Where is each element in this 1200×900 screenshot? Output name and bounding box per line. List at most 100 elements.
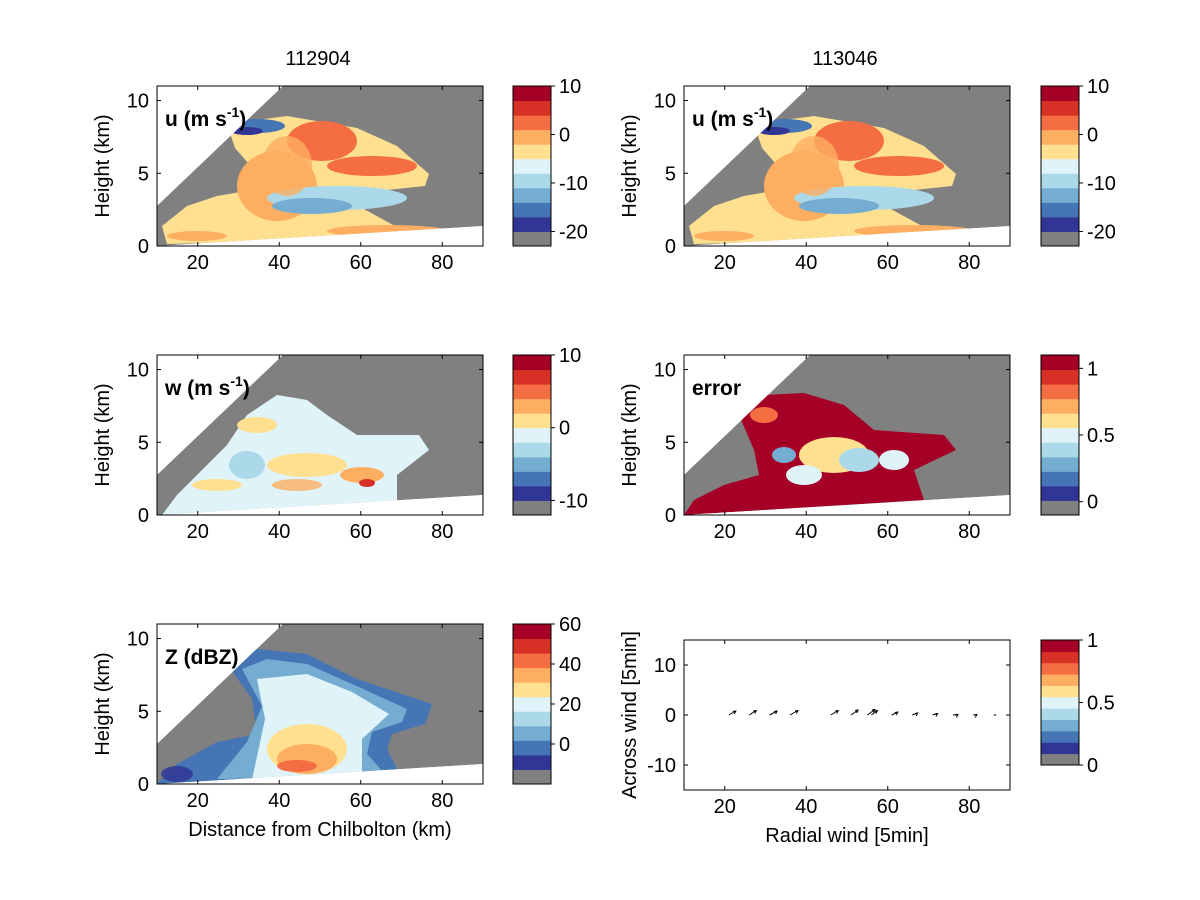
x-tick-label: 20 xyxy=(714,252,736,274)
y-tick-label: 10 xyxy=(127,629,149,651)
y-tick-label: 10 xyxy=(127,360,149,382)
x-tick-label: 80 xyxy=(958,521,980,543)
colorbar-frame xyxy=(512,85,552,247)
wind-vector-head xyxy=(954,713,959,718)
wind-vector xyxy=(850,709,859,716)
u1-panel-label: u (m s-1) xyxy=(165,104,246,131)
w-panel-label: w (m s-1) xyxy=(164,373,250,400)
plot-frame xyxy=(683,354,1011,516)
y-tick-label: 5 xyxy=(665,432,676,454)
colorbar-band xyxy=(1041,413,1079,429)
w-axes: 20 40 60 80 0 5 10 Height (km) xyxy=(92,354,484,543)
colorbar-band xyxy=(1041,216,1079,232)
field-patch xyxy=(789,136,839,196)
colorbar-band xyxy=(1041,651,1079,664)
field-patch xyxy=(799,198,879,214)
colorbar-band xyxy=(1041,369,1079,385)
wind-vector-head xyxy=(773,710,778,715)
w-field: w (m s-1) xyxy=(157,355,483,515)
column-title-right: 113046 xyxy=(812,48,877,70)
colorbar-tick-label: 60 xyxy=(559,614,581,636)
colorbar-band xyxy=(513,485,551,501)
colorbar-missing xyxy=(1041,231,1079,246)
y-tick-label: 0 xyxy=(665,505,676,527)
colorbar-tick-label: -10 xyxy=(559,490,588,512)
err-axes: 20 40 60 80 0 5 10 Height (km) xyxy=(619,354,1011,543)
wind-vector-head xyxy=(894,711,899,716)
y-tick-label: 0 xyxy=(138,505,149,527)
colorbar-tick-label: 0 xyxy=(559,734,570,756)
u2-panel-label: u (m s-1) xyxy=(692,104,773,131)
colorbar-missing xyxy=(513,769,551,784)
colorbar-band xyxy=(513,471,551,487)
colorbar-tick-label: 10 xyxy=(559,76,581,98)
colorbar-tick-label: -20 xyxy=(1087,221,1116,243)
colorbar-tick-label: 10 xyxy=(1087,76,1109,98)
colorbar-band xyxy=(513,369,551,385)
colorbar-band xyxy=(1041,742,1079,755)
field-patch xyxy=(758,127,790,135)
colorbar-band xyxy=(1041,708,1079,721)
colorbar-tick-label: 0.5 xyxy=(1087,693,1115,715)
colorbar-band xyxy=(513,427,551,443)
colorbar-tick-label: 0 xyxy=(1087,755,1098,777)
u1-colorbar: 10 0 -10 -20 xyxy=(512,76,588,247)
y-tick-label: 0 xyxy=(665,236,676,258)
wind-vector-head xyxy=(835,709,840,714)
below-horizon xyxy=(684,495,1010,515)
plot-frame xyxy=(683,85,1011,247)
w-colorbar: 10 0 -10 xyxy=(512,345,588,516)
colorbar-band xyxy=(1041,442,1079,458)
x-tick-label: 60 xyxy=(877,796,899,818)
below-horizon xyxy=(157,495,483,515)
q-background xyxy=(684,640,1010,790)
err-field: error xyxy=(684,355,1010,515)
colorbar-band xyxy=(513,413,551,429)
plot-frame xyxy=(156,354,484,516)
colorbar-band xyxy=(1041,202,1079,218)
err-panel-label: error xyxy=(692,377,741,400)
colorbar-band xyxy=(513,442,551,458)
wind-vector-head xyxy=(874,709,879,714)
below-horizon xyxy=(157,226,483,246)
field-patch xyxy=(879,450,909,470)
field-patch xyxy=(854,156,944,176)
colorbar-band xyxy=(513,725,551,741)
colorbar-band xyxy=(513,355,551,371)
z-axes: 20 40 60 80 0 5 10 Height (km) Distance from Chi… xyxy=(92,623,484,841)
err-echo xyxy=(684,355,1010,515)
colorbar-band xyxy=(1041,640,1079,652)
err-colorbar: 10.50 xyxy=(1040,354,1115,516)
u1-axes: 20 40 60 80 0 5 10 Height (km) xyxy=(92,85,484,274)
below-horizon xyxy=(684,226,1010,246)
colorbar-tick-label: 1 xyxy=(1087,630,1098,652)
colorbar-band xyxy=(513,216,551,232)
plot-frame xyxy=(156,623,484,785)
y-axis-label: Height (km) xyxy=(619,114,641,217)
colorbar-band xyxy=(513,711,551,727)
x-tick-label: 40 xyxy=(795,252,817,274)
u1-field: u (m s-1) xyxy=(157,86,483,246)
y-tick-label: 0 xyxy=(665,705,676,727)
field-patch xyxy=(750,407,778,423)
colorbar-band xyxy=(1041,173,1079,189)
y-axis-label: Height (km) xyxy=(619,383,641,486)
x-tick-label: 60 xyxy=(350,252,372,274)
colorbar-tick-label: 0 xyxy=(1087,492,1098,514)
field-patch xyxy=(192,479,242,491)
field-patch xyxy=(327,156,417,176)
y-tick-label: -10 xyxy=(647,755,676,777)
y-tick-label: 5 xyxy=(665,163,676,185)
field-patch xyxy=(786,465,822,485)
x-tick-label: 60 xyxy=(877,521,899,543)
z-panel-label: Z (dBZ) xyxy=(165,646,238,669)
u1-echo xyxy=(157,86,483,246)
x-tick-label: 60 xyxy=(350,521,372,543)
x-tick-label: 40 xyxy=(795,521,817,543)
wind-vector-head xyxy=(854,709,859,714)
field-patch xyxy=(359,479,375,487)
x-tick-label: 60 xyxy=(877,252,899,274)
colorbar-band xyxy=(1041,685,1079,698)
colorbar-band xyxy=(1041,719,1079,732)
field-patch xyxy=(167,231,227,241)
